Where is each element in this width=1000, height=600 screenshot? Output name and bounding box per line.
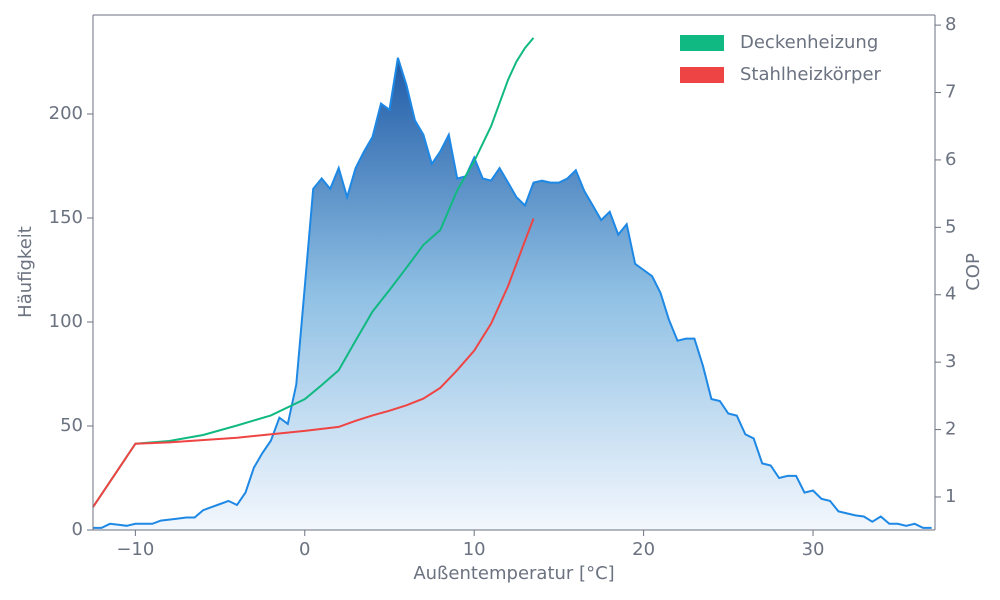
y2-tick-label: 8 bbox=[945, 14, 956, 35]
line bbox=[93, 57, 932, 529]
x-tick-label: 0 bbox=[299, 539, 310, 560]
legend-label: Deckenheizung bbox=[740, 32, 878, 53]
y2-tick-label: 1 bbox=[945, 486, 956, 507]
area bbox=[93, 57, 932, 531]
y2-tick-label: 7 bbox=[945, 82, 956, 103]
y2-tick-label: 2 bbox=[945, 419, 956, 440]
y-tick-label: 100 bbox=[49, 311, 83, 332]
y2-axis-label: COP bbox=[963, 253, 984, 291]
x-axis-label: Außentemperatur [°C] bbox=[413, 563, 614, 584]
y2-tick-label: 5 bbox=[945, 216, 956, 237]
y2-tick-label: 4 bbox=[945, 284, 956, 305]
y2-tick-label: 3 bbox=[945, 351, 956, 372]
legend-swatch bbox=[680, 67, 724, 83]
y-tick-label: 150 bbox=[49, 207, 83, 228]
x-tick-label: 30 bbox=[802, 539, 825, 560]
line bbox=[92, 218, 535, 508]
legend-swatch bbox=[680, 35, 724, 51]
x-tick-label: 20 bbox=[632, 539, 655, 560]
line bbox=[92, 37, 535, 508]
legend: Deckenheizung Stahlheizkörper bbox=[680, 32, 882, 85]
x-tick-label: −10 bbox=[116, 539, 154, 560]
y-tick-label: 50 bbox=[60, 415, 83, 436]
x-tick-label: 10 bbox=[463, 539, 486, 560]
y-tick-label: 200 bbox=[49, 103, 83, 124]
legend-label: Stahlheizkörper bbox=[740, 64, 882, 85]
y-tick-label: 0 bbox=[72, 519, 83, 540]
y2-tick-label: 6 bbox=[945, 149, 956, 170]
y-axis-label: Häufigkeit bbox=[15, 226, 36, 318]
